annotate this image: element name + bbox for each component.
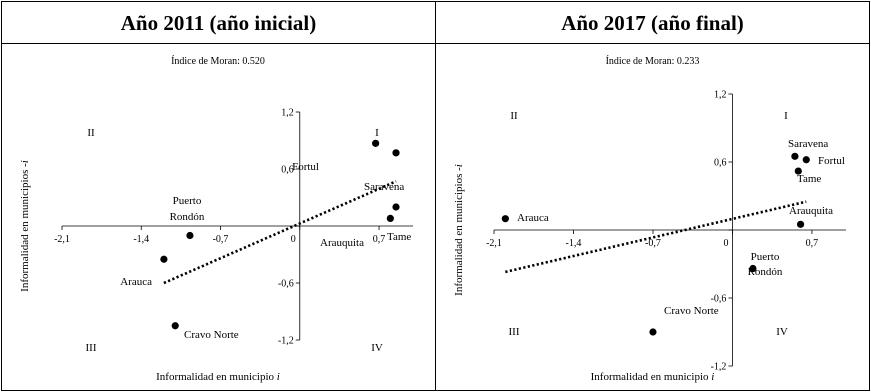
scatter-plot-2011: Índice de Moran: 0.520 -2,1 -1,4 -0,7 0 0,7 1,… — [19, 55, 413, 383]
data-point — [392, 149, 400, 157]
point-label: Cravo Norte — [184, 329, 239, 341]
data-point — [186, 231, 194, 240]
data-point — [171, 322, 179, 330]
y-tick-label: -1,2 — [711, 362, 727, 373]
data-point — [392, 203, 400, 211]
x-tick-label: -0,7 — [213, 234, 229, 245]
y-tick-label: 0,6 — [714, 158, 727, 169]
data-point — [796, 220, 805, 228]
x-tick-label: -2,1 — [486, 238, 502, 249]
quadrant-label-IV: IV — [371, 342, 383, 354]
data-point — [372, 139, 380, 147]
point-label: Puerto — [751, 251, 780, 263]
x-tick-label: 0 — [291, 234, 296, 245]
x-tick-label: -1,4 — [133, 234, 149, 245]
point-label: Fortul — [818, 155, 845, 167]
point-label: Rondón — [170, 211, 205, 223]
x-axis-title: Informalidad en municipio i — [591, 371, 715, 383]
quadrant-label-II: II — [510, 110, 518, 122]
data-point — [160, 255, 168, 263]
moran-index-label: Índice de Moran: 0.233 — [606, 55, 700, 67]
y-tick-label: 1,2 — [714, 90, 727, 101]
data-point — [791, 152, 799, 160]
data-point — [649, 328, 657, 336]
point-label: Arauca — [517, 212, 549, 224]
x-tick-label: -1,4 — [566, 238, 582, 249]
panel-2017: Año 2017 (año final) Índice de Moran: 0.… — [436, 2, 869, 390]
point-label: Puerto — [173, 195, 202, 207]
quadrant-label-I: I — [375, 127, 379, 139]
y-tick-label: -0,6 — [711, 294, 727, 305]
x-tick-label: -0,7 — [645, 238, 661, 249]
scatter-plot-2017: Índice de Moran: 0.233 -2,1 -1,4 -0,7 0 0,7 1,… — [453, 55, 846, 383]
y-tick-label: -1,2 — [278, 336, 294, 347]
point-label: Arauquita — [320, 237, 364, 249]
quadrant-label-IV: IV — [776, 326, 788, 338]
panel-title: Año 2011 (año inicial) — [2, 2, 435, 44]
y-tick-label: 0,6 — [281, 165, 294, 176]
point-label: Tame — [797, 173, 821, 185]
point-label: Saravena — [788, 138, 828, 150]
point-label: Arauca — [120, 276, 152, 288]
quadrant-label-III: III — [86, 342, 97, 354]
point-label: Rondón — [748, 266, 783, 278]
data-point — [501, 215, 509, 223]
panel-title: Año 2017 (año final) — [436, 2, 869, 44]
moran-index-label: Índice de Moran: 0.520 — [171, 55, 265, 67]
point-label: Saravena — [364, 181, 404, 193]
point-label: Cravo Norte — [664, 305, 719, 317]
y-axis-title: Informalidad en municipios -i — [19, 160, 31, 292]
y-tick-label: -0,6 — [278, 279, 294, 290]
quadrant-label-II: II — [87, 127, 95, 139]
point-label: Fortul — [292, 161, 319, 173]
x-axis-title: Informalidad en municipio i — [156, 371, 280, 383]
x-tick-label: 0 — [723, 238, 728, 249]
y-tick-label: 1,2 — [281, 108, 294, 119]
y-axis-title: Informalidad en municipios -i — [453, 164, 465, 296]
x-tick-label: 0,7 — [806, 238, 819, 249]
quadrant-label-I: I — [784, 110, 788, 122]
x-tick-label: 0,7 — [373, 234, 386, 245]
data-point — [749, 264, 757, 273]
quadrant-label-III: III — [509, 326, 520, 338]
data-point — [802, 156, 810, 164]
panel-2011: Año 2011 (año inicial) Índice de Moran: … — [2, 2, 436, 390]
data-point — [794, 167, 802, 175]
trend-line — [505, 200, 807, 274]
x-tick-label: -2,1 — [54, 234, 70, 245]
trend-line — [163, 180, 397, 285]
data-point — [386, 214, 394, 222]
point-label: Tame — [387, 231, 411, 243]
point-label: Arauquita — [789, 205, 833, 217]
